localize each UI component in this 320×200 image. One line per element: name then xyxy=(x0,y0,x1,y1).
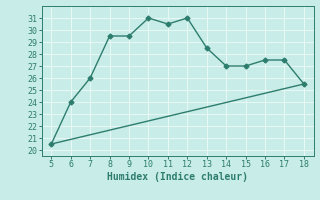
X-axis label: Humidex (Indice chaleur): Humidex (Indice chaleur) xyxy=(107,172,248,182)
